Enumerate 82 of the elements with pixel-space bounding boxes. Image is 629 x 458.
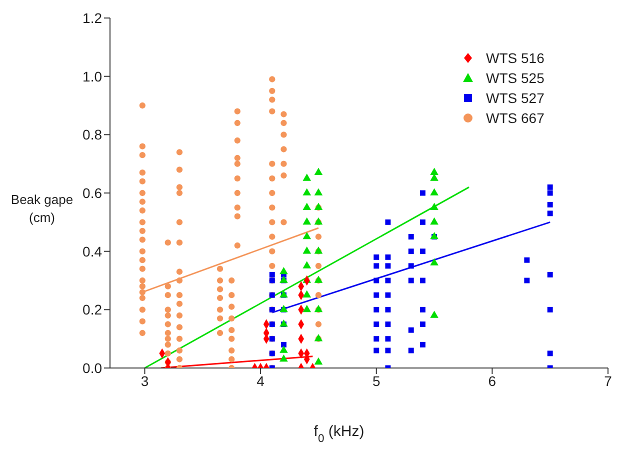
point xyxy=(420,248,426,254)
point xyxy=(547,184,553,190)
point xyxy=(547,306,553,312)
point xyxy=(385,292,391,298)
point xyxy=(408,278,414,284)
point xyxy=(302,232,312,240)
y-axis-title: Beak gape (cm) xyxy=(10,192,74,225)
point xyxy=(385,336,391,342)
legend-label: WTS 527 xyxy=(486,90,545,106)
point xyxy=(374,322,380,327)
point xyxy=(314,168,323,175)
point xyxy=(420,219,426,225)
point xyxy=(524,278,530,284)
point xyxy=(430,232,438,240)
point xyxy=(430,168,438,175)
y-tick-label: 0.0 xyxy=(82,360,102,376)
point xyxy=(314,188,323,196)
point xyxy=(408,263,414,269)
point xyxy=(547,210,553,216)
x-tick-label: 7 xyxy=(604,372,612,389)
point xyxy=(374,254,380,260)
point xyxy=(430,217,438,225)
point xyxy=(408,327,414,333)
legend-label: WTS 525 xyxy=(486,70,545,86)
point xyxy=(374,348,380,354)
point xyxy=(547,272,553,278)
x-axis-title: f$_{0}$ (kHz) xyxy=(314,423,364,445)
point xyxy=(420,190,426,196)
point xyxy=(302,217,312,225)
point xyxy=(302,246,312,254)
x-tick-label: 3 xyxy=(140,372,149,389)
point xyxy=(547,202,553,208)
point xyxy=(280,266,288,274)
point xyxy=(385,348,391,354)
y-tick-label: 1.2 xyxy=(82,10,102,26)
y-tick-label: 0.4 xyxy=(82,243,102,260)
y-tick-label: 0.8 xyxy=(82,126,102,143)
point xyxy=(302,261,312,268)
y-tick-label: 1.0 xyxy=(82,68,102,84)
point xyxy=(420,322,426,327)
point xyxy=(269,272,275,278)
point xyxy=(430,188,438,196)
point xyxy=(280,319,288,327)
point xyxy=(430,258,438,266)
point xyxy=(524,257,530,263)
point xyxy=(314,357,323,365)
legend-label: WTS 516 xyxy=(486,50,545,66)
y-tick-label: 0.2 xyxy=(82,302,102,318)
point xyxy=(374,263,380,269)
point xyxy=(385,254,391,260)
point xyxy=(408,248,414,254)
point xyxy=(374,306,380,312)
point xyxy=(374,292,380,298)
point xyxy=(430,310,438,318)
x-tick-label: 6 xyxy=(488,372,496,389)
point xyxy=(385,306,391,312)
point xyxy=(420,278,426,284)
point xyxy=(302,188,312,196)
legend-label: WTS 667 xyxy=(486,110,545,126)
point xyxy=(408,348,414,354)
point xyxy=(385,278,391,284)
point xyxy=(302,304,312,312)
point xyxy=(280,342,286,348)
point xyxy=(420,306,426,312)
point xyxy=(280,346,288,353)
point xyxy=(408,234,414,240)
point xyxy=(430,202,438,210)
point xyxy=(302,290,312,298)
point xyxy=(547,190,553,196)
x-tick-label: 4 xyxy=(256,372,265,389)
point xyxy=(302,202,312,210)
point xyxy=(302,174,312,181)
point xyxy=(280,354,288,362)
x-tick-label: 5 xyxy=(372,372,380,389)
point xyxy=(420,342,426,348)
point xyxy=(385,219,391,225)
point xyxy=(374,278,380,284)
point xyxy=(374,336,380,342)
y-tick-label: 0.6 xyxy=(82,184,102,201)
point xyxy=(385,322,391,327)
point xyxy=(547,350,553,356)
point xyxy=(385,263,391,269)
